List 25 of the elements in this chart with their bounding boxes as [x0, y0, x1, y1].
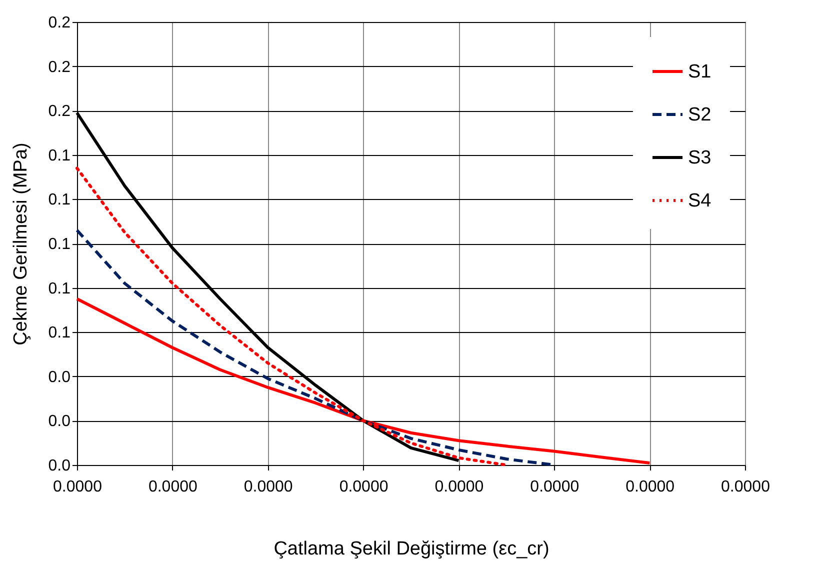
y-tick-label: 0.1	[48, 192, 71, 209]
legend-label: S4	[688, 190, 712, 212]
y-tick-label: 0.0	[48, 458, 71, 474]
y-axis-title: Çekme Gerilmesi (MPa)	[10, 142, 32, 346]
legend-label: S1	[688, 62, 712, 82]
y-tick-label: 0.1	[48, 324, 71, 342]
x-tick-label: 0.0000	[721, 478, 770, 496]
y-tick-label: 0.2	[48, 103, 71, 120]
x-tick-label: 0.0000	[53, 478, 102, 496]
legend-label: S3	[688, 148, 712, 168]
x-tick-label: 0.0000	[434, 478, 484, 496]
y-tick-label: 0.1	[48, 147, 71, 164]
y-tick-label: 0.0	[48, 413, 71, 430]
x-tick-label: 0.0000	[148, 478, 198, 496]
x-tick-label: 0.0000	[244, 478, 293, 496]
legend-label: S2	[688, 104, 712, 126]
x-tick-label: 0.0000	[530, 478, 580, 496]
y-tick-label: 0.2	[48, 58, 71, 76]
y-tick-label: 0.0	[48, 368, 71, 386]
x-axis-title: Çatlama Şekil Değiştirme (εc_cr)	[274, 538, 550, 560]
y-tick-label: 0.1	[48, 280, 71, 298]
y-tick-label: 0.2	[48, 14, 71, 32]
x-tick-label: 0.0000	[626, 478, 675, 496]
x-tick-label: 0.0000	[339, 478, 388, 496]
y-tick-label: 0.1	[48, 236, 71, 253]
